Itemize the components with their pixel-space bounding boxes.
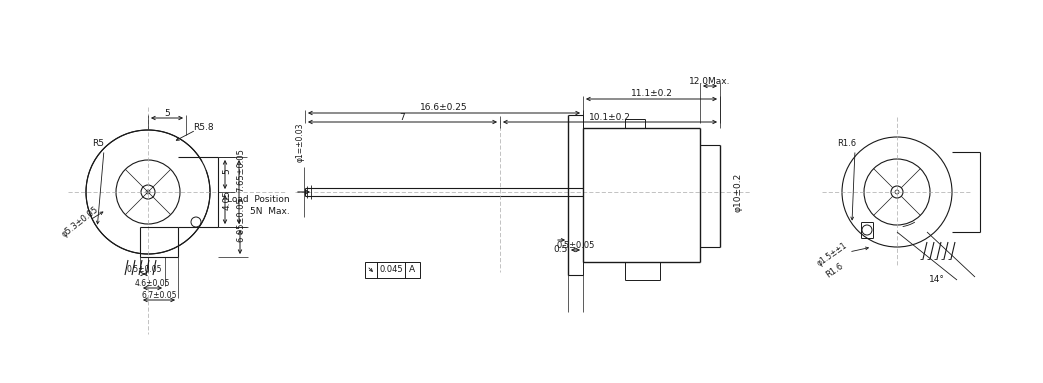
Text: 0.5: 0.5	[554, 246, 568, 254]
Text: φ1=±0.03: φ1=±0.03	[295, 122, 305, 162]
Text: 4.6±0.05: 4.6±0.05	[135, 278, 170, 288]
Text: φ1.5±±1: φ1.5±±1	[816, 241, 849, 268]
Text: A: A	[409, 265, 415, 275]
Text: 5: 5	[164, 108, 170, 118]
Text: R1.6: R1.6	[838, 139, 856, 149]
Text: 5N  Max.: 5N Max.	[250, 208, 290, 216]
Text: 4.05: 4.05	[222, 190, 232, 210]
Text: 7: 7	[399, 113, 406, 121]
Text: 0.5±0.05: 0.5±0.05	[126, 265, 162, 273]
Text: φ10±0.2: φ10±0.2	[733, 172, 743, 212]
Text: 0.045: 0.045	[380, 265, 403, 275]
Text: 12.0Max.: 12.0Max.	[689, 77, 731, 85]
Text: R1.6: R1.6	[825, 261, 846, 279]
Text: φ5.3±0.05: φ5.3±0.05	[59, 205, 100, 239]
Text: 11.1±0.2: 11.1±0.2	[631, 90, 673, 98]
Text: 14°: 14°	[929, 275, 945, 285]
Text: R5: R5	[92, 139, 104, 149]
Text: 6 05±0.05: 6 05±0.05	[238, 198, 246, 242]
Text: 10.1±0.2: 10.1±0.2	[589, 113, 631, 121]
Text: 0.5±0.05: 0.5±0.05	[556, 241, 595, 249]
Text: R5.8: R5.8	[193, 123, 214, 131]
Bar	[365, 262, 420, 278]
Text: 7.65±0.05: 7.65±0.05	[237, 148, 245, 192]
Text: 16.6±0.25: 16.6±0.25	[420, 103, 468, 113]
Text: 5: 5	[222, 169, 232, 175]
Text: Load  Position: Load Position	[227, 195, 290, 205]
Text: 6.7±0.05: 6.7±0.05	[141, 290, 176, 300]
